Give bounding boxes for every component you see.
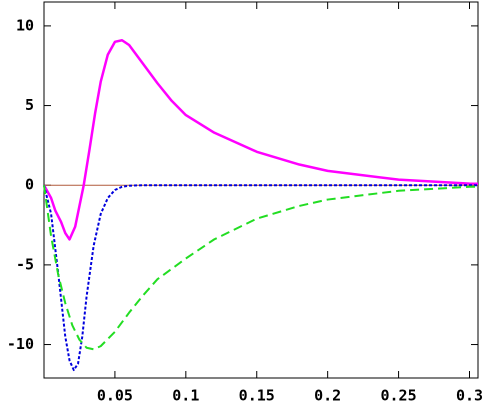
x-tick-label: 0.05	[97, 387, 133, 405]
y-tick-label: 10	[16, 16, 34, 34]
x-tick-label: 0.15	[239, 387, 275, 405]
series-line	[43, 185, 479, 351]
x-tick-label: 0.25	[381, 387, 417, 405]
y-tick-label: -10	[7, 335, 34, 353]
series-line	[42, 38, 479, 241]
y-tick-label: -5	[16, 255, 34, 273]
y-tick-label: 0	[25, 176, 34, 194]
x-tick-label: 0.2	[314, 387, 341, 405]
y-tick-label: 5	[25, 96, 34, 114]
series-line	[43, 184, 478, 372]
x-tick-label: 0.3	[456, 387, 483, 405]
x-tick-label: 0.1	[172, 387, 199, 405]
